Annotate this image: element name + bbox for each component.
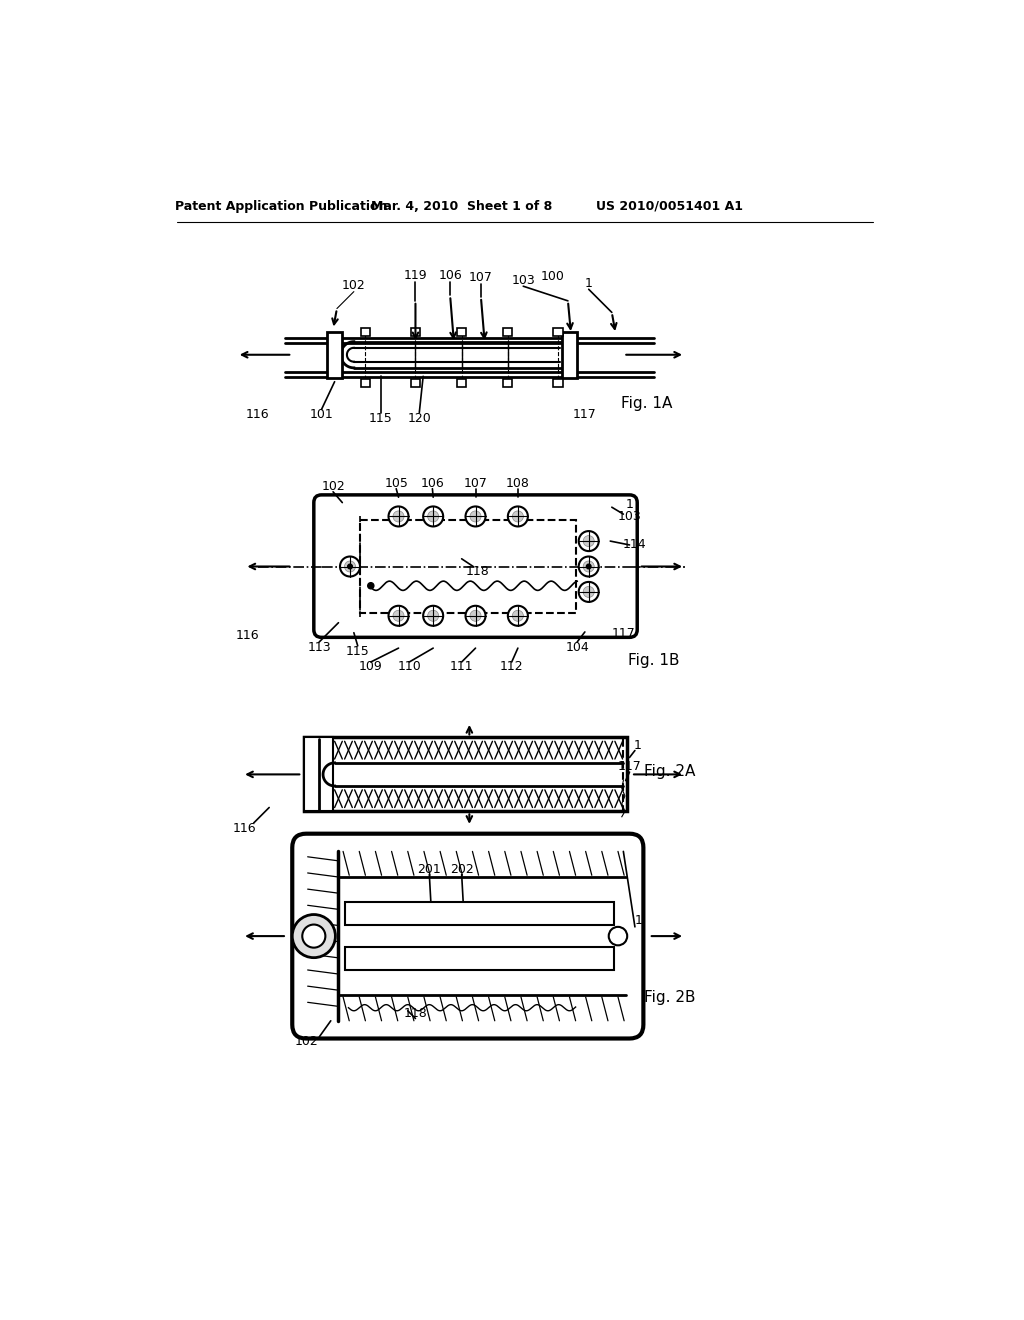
Text: 115: 115	[369, 412, 392, 425]
Text: Fig. 2B: Fig. 2B	[644, 990, 695, 1006]
Bar	[503, 327, 512, 335]
Text: 1: 1	[635, 915, 643, 927]
Text: 101: 101	[309, 408, 334, 421]
Bar	[553, 327, 562, 335]
Circle shape	[393, 610, 404, 622]
Bar	[562, 331, 578, 378]
Text: 103: 103	[511, 273, 536, 286]
Bar	[345, 903, 614, 925]
Text: 111: 111	[450, 660, 473, 673]
Circle shape	[584, 536, 594, 546]
Text: 117: 117	[573, 408, 597, 421]
Bar	[304, 738, 333, 812]
Circle shape	[388, 606, 409, 626]
Bar	[411, 379, 420, 387]
Text: 102: 102	[322, 480, 345, 492]
Circle shape	[512, 610, 523, 622]
Circle shape	[302, 924, 326, 948]
Text: 102: 102	[342, 279, 366, 292]
Circle shape	[348, 564, 352, 569]
Bar	[360, 379, 370, 387]
Text: 119: 119	[403, 269, 427, 282]
Circle shape	[388, 507, 409, 527]
Bar	[360, 520, 575, 612]
Text: 107: 107	[469, 271, 493, 284]
Text: 109: 109	[359, 660, 383, 673]
FancyBboxPatch shape	[313, 495, 637, 638]
Text: Patent Application Publication: Patent Application Publication	[174, 199, 387, 213]
Bar	[457, 327, 466, 335]
Text: 117: 117	[617, 760, 641, 774]
Text: US 2010/0051401 A1: US 2010/0051401 A1	[596, 199, 743, 213]
Circle shape	[340, 557, 360, 577]
Text: 202: 202	[450, 862, 473, 875]
Text: Mar. 4, 2010  Sheet 1 of 8: Mar. 4, 2010 Sheet 1 of 8	[371, 199, 552, 213]
Circle shape	[470, 511, 481, 521]
Text: 1: 1	[585, 277, 593, 290]
Circle shape	[428, 610, 438, 622]
Text: 106: 106	[438, 269, 462, 282]
Circle shape	[423, 507, 443, 527]
Bar	[327, 331, 342, 378]
Text: 118: 118	[403, 1007, 427, 1019]
Bar	[553, 379, 562, 387]
Bar	[345, 946, 614, 970]
Circle shape	[584, 561, 594, 572]
Circle shape	[579, 582, 599, 602]
Circle shape	[512, 511, 523, 521]
Circle shape	[579, 531, 599, 552]
Text: 106: 106	[421, 477, 444, 490]
Bar	[360, 327, 370, 335]
Text: 116: 116	[246, 408, 269, 421]
Text: Fig. 1B: Fig. 1B	[629, 653, 680, 668]
Circle shape	[344, 561, 355, 572]
Text: 104: 104	[565, 640, 589, 653]
Circle shape	[368, 582, 374, 589]
Circle shape	[508, 507, 528, 527]
Circle shape	[466, 507, 485, 527]
Text: 117: 117	[611, 627, 635, 640]
Circle shape	[608, 927, 628, 945]
Text: 1: 1	[626, 499, 634, 511]
Circle shape	[466, 606, 485, 626]
Bar	[411, 327, 420, 335]
Text: 113: 113	[307, 640, 331, 653]
Text: 112: 112	[500, 660, 523, 673]
Circle shape	[508, 606, 528, 626]
Text: 115: 115	[346, 644, 370, 657]
Text: 107: 107	[464, 477, 487, 490]
Circle shape	[292, 915, 336, 958]
Bar	[304, 738, 628, 812]
Text: Fig. 2A: Fig. 2A	[644, 764, 695, 779]
Circle shape	[584, 586, 594, 598]
Text: 100: 100	[541, 269, 564, 282]
Text: 201: 201	[418, 862, 441, 875]
Text: 120: 120	[408, 412, 431, 425]
Text: 105: 105	[384, 477, 409, 490]
Text: 103: 103	[617, 510, 641, 523]
Circle shape	[587, 564, 591, 569]
Circle shape	[470, 610, 481, 622]
Circle shape	[393, 511, 404, 521]
Circle shape	[579, 557, 599, 577]
Text: 110: 110	[397, 660, 421, 673]
Circle shape	[428, 511, 438, 521]
Text: 1: 1	[633, 739, 641, 751]
Text: 118: 118	[465, 565, 488, 578]
Text: Fig. 1A: Fig. 1A	[621, 396, 672, 411]
Text: 108: 108	[506, 477, 529, 490]
Text: 116: 116	[232, 822, 256, 834]
Text: 102: 102	[294, 1035, 318, 1048]
Circle shape	[423, 606, 443, 626]
Text: 114: 114	[623, 539, 647, 552]
Bar	[503, 379, 512, 387]
FancyBboxPatch shape	[292, 834, 643, 1039]
Bar	[457, 379, 466, 387]
Text: 116: 116	[236, 630, 259, 643]
